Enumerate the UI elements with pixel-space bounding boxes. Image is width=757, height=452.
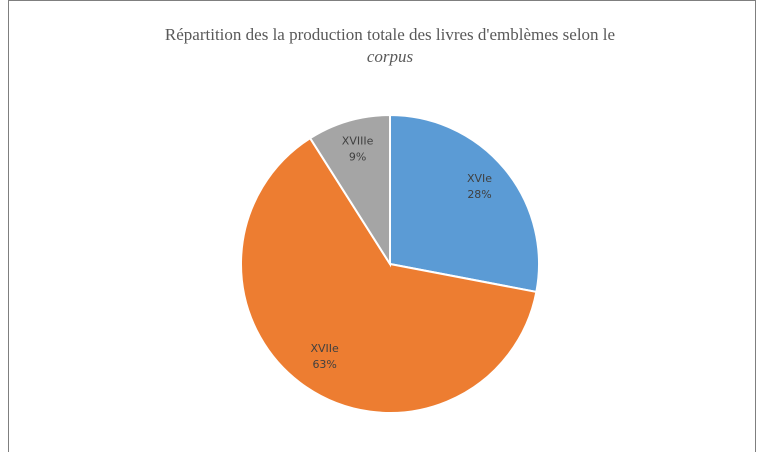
chart-title: Répartition des la production totale des…	[165, 25, 615, 44]
chart-title-emphasis: corpus	[367, 47, 414, 66]
pie-slice	[240, 136, 538, 414]
slice-category-label: XVIIe	[311, 342, 340, 355]
pie-slice	[308, 113, 391, 268]
slice-value-label: 28%	[467, 188, 491, 201]
slice-value-label: 63%	[312, 358, 336, 371]
pie-slice	[389, 113, 540, 294]
slice-category-label: XVIe	[467, 172, 492, 185]
slice-value-label: 9%	[349, 150, 366, 163]
slice-category-label: XVIIIe	[342, 134, 374, 147]
